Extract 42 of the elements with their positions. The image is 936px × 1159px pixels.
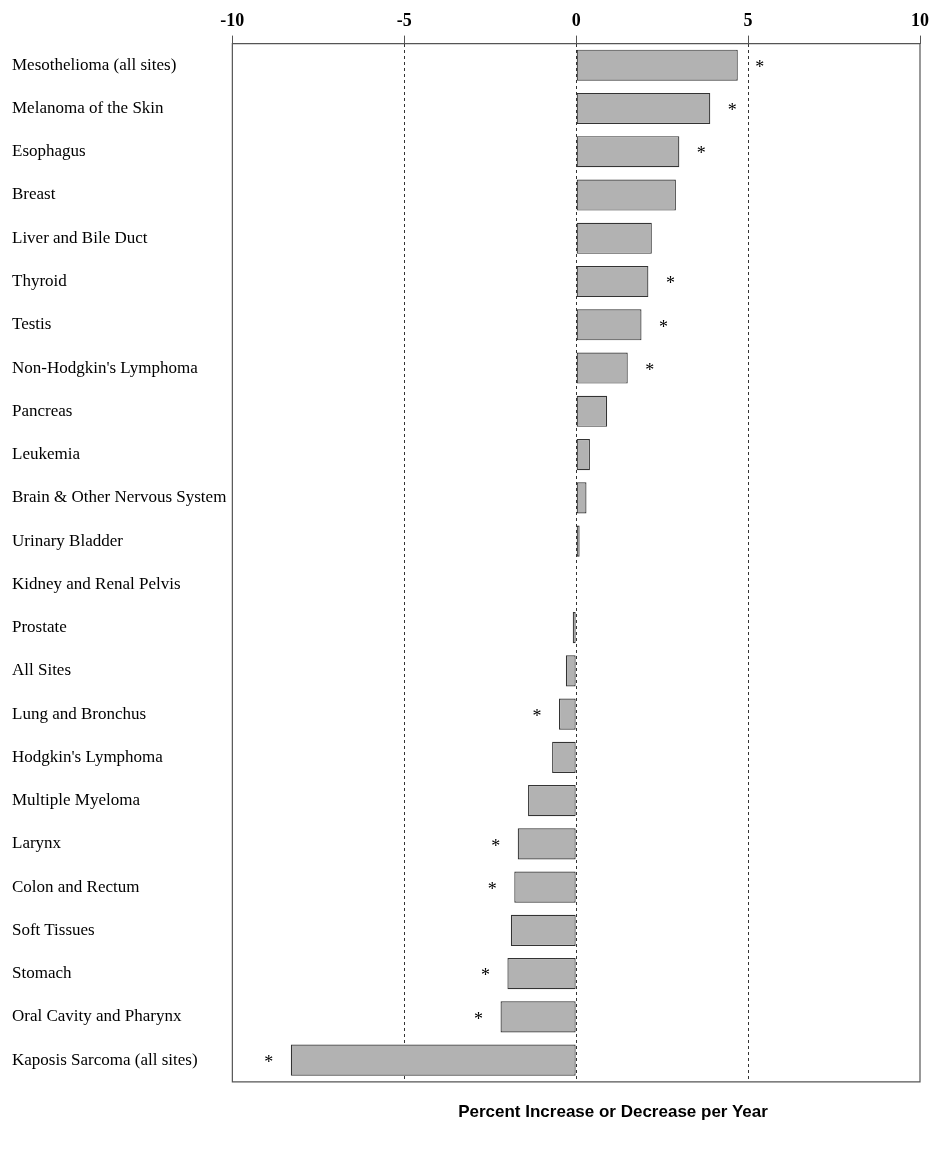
y-tick-label: Melanoma of the Skin bbox=[12, 97, 165, 117]
annotation: * bbox=[487, 878, 497, 899]
annotation: * bbox=[696, 143, 706, 164]
y-tick-label: Non-Hodgkin's Lymphoma bbox=[12, 357, 199, 377]
y-tick-label: Multiple Myeloma bbox=[12, 790, 141, 810]
y-tick-label: Prostate bbox=[12, 617, 67, 637]
annotation: * bbox=[480, 965, 490, 986]
annotation: * bbox=[727, 100, 737, 121]
annotation: * bbox=[665, 273, 675, 294]
y-tick-label: Testis bbox=[12, 314, 52, 334]
annotation: * bbox=[532, 705, 542, 726]
y-tick-label: Kidney and Renal Pelvis bbox=[12, 573, 181, 593]
y-tick-label: Urinary Bladder bbox=[12, 530, 124, 550]
x-tick-label: 0 bbox=[571, 10, 581, 31]
annotation: * bbox=[755, 56, 765, 77]
y-tick-label: Oral Cavity and Pharynx bbox=[12, 1006, 182, 1026]
y-tick-label: Kaposis Sarcoma (all sites) bbox=[12, 1049, 198, 1069]
y-tick-label: Breast bbox=[12, 184, 56, 204]
annotation: * bbox=[491, 835, 501, 856]
annotation: * bbox=[474, 1008, 484, 1029]
y-tick-label: Hodgkin's Lymphoma bbox=[12, 746, 164, 766]
y-tick-label: All Sites bbox=[12, 660, 72, 680]
x-tick-label: 5 bbox=[743, 10, 753, 31]
y-tick-label: Mesothelioma (all sites) bbox=[12, 54, 177, 74]
x-tick-label: 10 bbox=[911, 10, 929, 31]
y-tick-label: Leukemia bbox=[12, 444, 81, 464]
y-tick-label: Thyroid bbox=[12, 270, 68, 290]
y-tick-label: Brain & Other Nervous System bbox=[12, 487, 227, 507]
y-tick-label: Esophagus bbox=[12, 141, 86, 161]
annotation: * bbox=[264, 1051, 274, 1072]
annotation: * bbox=[659, 316, 669, 337]
x-axis-title: Percent Increase or Decrease per Year bbox=[457, 1102, 769, 1122]
x-tick-label: -10 bbox=[220, 10, 245, 31]
annotation: * bbox=[645, 359, 655, 380]
y-tick-label: Colon and Rectum bbox=[12, 876, 140, 896]
y-tick-label: Pancreas bbox=[12, 400, 73, 420]
y-tick-label: Larynx bbox=[12, 833, 62, 853]
x-tick-label: -5 bbox=[396, 10, 412, 31]
y-tick-label: Soft Tissues bbox=[12, 919, 95, 939]
y-tick-label: Lung and Bronchus bbox=[12, 703, 147, 723]
y-tick-label: Stomach bbox=[12, 963, 72, 983]
y-tick-label: Liver and Bile Duct bbox=[12, 227, 148, 247]
